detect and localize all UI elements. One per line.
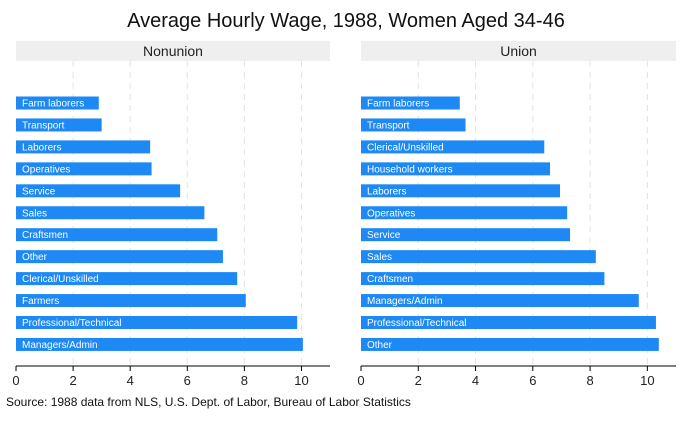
bar [361,206,568,220]
x-tick-label: 0 [12,373,19,388]
bar-label: Managers/Admin [367,296,443,307]
bar [16,96,99,110]
x-tick-label: 10 [640,373,654,388]
bar [361,272,605,286]
panel-strip [361,41,676,61]
bar [16,228,218,242]
bar-label: Professional/Technical [22,318,122,329]
bar-label: Service [22,186,56,197]
x-tick-label: 10 [294,373,308,388]
bar [361,294,639,308]
panel-label: Nonunion [143,43,203,59]
panel-label: Union [500,43,537,59]
bar [361,96,460,110]
bar [361,140,545,154]
bar-label: Clerical/Unskilled [22,274,99,285]
bar-label: Household workers [367,164,453,175]
bar [361,118,466,132]
bar-label: Transport [22,120,65,131]
bar-label: Operatives [22,164,70,175]
bar-label: Farm laborers [22,99,84,110]
x-tick-label: 6 [529,373,536,388]
bar [16,118,102,132]
bar [16,337,303,351]
x-tick-label: 8 [241,373,248,388]
bar-label: Sales [367,252,392,263]
bar [361,184,561,198]
bar [16,140,151,154]
bar [361,162,550,176]
bar [16,250,223,264]
panel-union: Union Farm laborers Transport Clerical/Unsk… [357,41,676,388]
bar [16,272,238,286]
bar [16,184,181,198]
x-tick-label: 0 [357,373,364,388]
bar-label: Craftsmen [22,230,68,241]
bar [361,337,659,351]
source-note: Source: 1988 data from NLS, U.S. Dept. o… [6,395,411,409]
bar-label: Operatives [367,208,415,219]
bar-label: Laborers [367,186,406,197]
bar [361,250,596,264]
bar-label: Craftsmen [367,274,413,285]
bar-label: Farm laborers [367,99,429,110]
bar-label: Professional/Technical [367,318,467,329]
bar [16,162,152,176]
bar [16,206,205,220]
bar-label: Other [22,252,48,263]
x-tick-label: 6 [184,373,191,388]
bar-label: Sales [22,208,47,219]
panel-nonunion: Nonunion Farm laborers Transport Laborers Op… [12,41,330,388]
bar-label: Other [367,340,393,351]
panel-strip [16,41,330,61]
bar [361,316,656,329]
bar-label: Laborers [22,142,61,153]
chart-title: Average Hourly Wage, 1988, Women Aged 34… [127,10,565,32]
x-tick-label: 2 [69,373,76,388]
bar [361,228,571,242]
bar [16,294,246,308]
bar-label: Clerical/Unskilled [367,142,444,153]
bar-label: Transport [367,120,410,131]
x-tick-label: 4 [472,373,479,388]
x-tick-label: 4 [127,373,134,388]
bar [16,316,298,329]
bar-label: Farmers [22,296,59,307]
bar-label: Managers/Admin [22,340,98,351]
x-tick-label: 8 [586,373,593,388]
x-tick-label: 2 [415,373,422,388]
bar-label: Service [367,230,401,241]
